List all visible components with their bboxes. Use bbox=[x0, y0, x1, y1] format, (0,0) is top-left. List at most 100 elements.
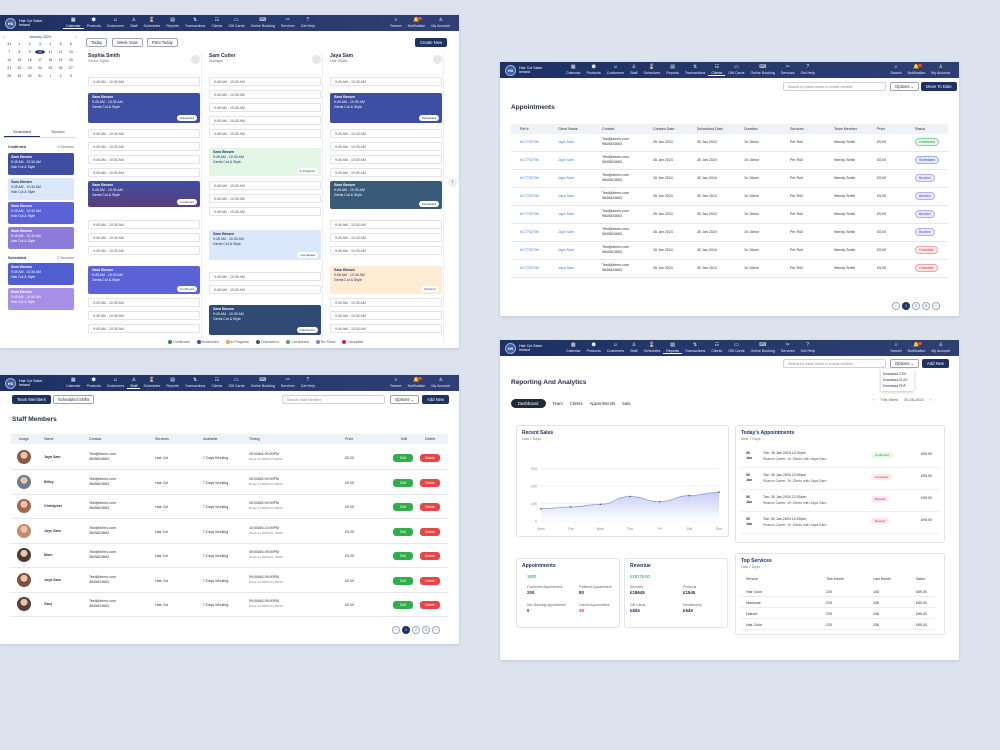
time-slot[interactable]: 9:45 AM - 10:30 AM bbox=[88, 168, 200, 177]
nav-schedules[interactable]: ⌛ Schedules bbox=[640, 342, 663, 354]
time-slot[interactable]: 9:45 AM - 10:30 AM bbox=[88, 311, 200, 320]
time-slot[interactable]: 9:45 AM - 10:30 AM bbox=[88, 246, 200, 255]
next-month-icon[interactable]: › bbox=[74, 35, 76, 39]
tab-scheduled[interactable]: Scheduled bbox=[4, 130, 40, 137]
calendar-day[interactable]: 28 bbox=[7, 74, 12, 78]
prev-page-icon[interactable]: ‹ bbox=[892, 302, 900, 310]
staff-name[interactable]: Jaya Sam bbox=[44, 455, 61, 459]
range-date[interactable]: 30-08-2024 bbox=[904, 398, 924, 402]
sales-point[interactable] bbox=[658, 500, 661, 503]
ref-cell[interactable]: #C7752798 bbox=[520, 158, 539, 162]
scroll-right-icon[interactable]: › bbox=[448, 178, 457, 187]
ref-cell[interactable]: #C7752798 bbox=[520, 194, 539, 198]
page-button[interactable]: 3 bbox=[922, 302, 930, 310]
time-slot[interactable]: 9:45 AM - 10:30 AM bbox=[330, 142, 442, 151]
calendar-day[interactable]: 17 bbox=[38, 58, 42, 62]
time-slot[interactable]: 9:45 AM - 10:30 AM bbox=[88, 142, 200, 151]
calendar-day[interactable]: 2 bbox=[28, 42, 31, 46]
brand-logo[interactable]: HS Hair Cut Salon Ireland bbox=[505, 64, 563, 76]
calendar-day[interactable]: 2 bbox=[59, 74, 62, 78]
nav-get-help[interactable]: ? Get Help bbox=[798, 342, 818, 354]
side-appointment[interactable]: Sam Brown 9:45 AM - 10:30 AM Hair Cut & St… bbox=[8, 202, 74, 224]
sales-point[interactable] bbox=[718, 491, 720, 494]
ref-cell[interactable]: #C7752798 bbox=[520, 230, 539, 234]
staff-name[interactable]: Billey bbox=[44, 479, 54, 484]
staff-name[interactable]: Joya Sam bbox=[44, 577, 61, 582]
time-slot[interactable]: 9:45 AM - 10:30 AM bbox=[330, 233, 442, 242]
calendar-day[interactable]: 21 bbox=[7, 66, 12, 70]
calendar-day[interactable]: 4 bbox=[49, 42, 52, 46]
nav-transactions[interactable]: ⇅ Transactions bbox=[682, 64, 708, 76]
time-slot[interactable]: 9:45 AM - 10:30 AM bbox=[209, 116, 321, 125]
calendar-day[interactable]: 24 bbox=[38, 66, 42, 70]
client-cell[interactable]: Jaya Sam bbox=[558, 176, 574, 180]
nav-gift-cards[interactable]: ▭ Gift Cards bbox=[725, 342, 747, 354]
nav-products[interactable]: ⬢ Products bbox=[584, 342, 604, 354]
sales-point[interactable] bbox=[629, 495, 631, 498]
calendar-day[interactable]: 1 bbox=[18, 42, 21, 46]
today-appointment-row[interactable]: 30 Jan Tue, 30 Jan 2024 12:00pm Sharon Cart… bbox=[741, 514, 939, 534]
time-slot[interactable]: 9:45 AM - 10:30 AM bbox=[209, 90, 321, 99]
page-button[interactable]: 2 bbox=[412, 626, 420, 634]
nav-my-account[interactable]: ♙ My Account bbox=[928, 65, 953, 76]
nav-services[interactable]: ✂ Services bbox=[778, 342, 798, 354]
appointment-block[interactable]: Sam Brown 9:45 AM - 10:30 AM Gents Cut & S… bbox=[330, 266, 442, 294]
nav-my-account[interactable]: ♙ My Account bbox=[928, 343, 953, 354]
appointment-block[interactable]: Sam Brown 9:45 AM - 10:30 AM Gents Cut & S… bbox=[330, 93, 442, 123]
nav-online-booking[interactable]: ⌨ Online Booking bbox=[248, 17, 278, 29]
appointment-block[interactable]: Sam Brown 9:45 AM - 10:30 AM Gents Cut & S… bbox=[330, 181, 442, 209]
calendar-day[interactable]: 1 bbox=[49, 74, 52, 78]
edit-button[interactable]: Edit bbox=[393, 454, 413, 462]
calendar-day[interactable]: 30 bbox=[27, 74, 32, 78]
table-row[interactable]: #C7752798 Jaya Sam Test@demo.com 9845824663… bbox=[511, 242, 948, 260]
client-cell[interactable]: Jaya Sam bbox=[558, 158, 574, 162]
prev-month-icon[interactable]: ‹ bbox=[4, 35, 6, 39]
ref-cell[interactable]: #C7752798 bbox=[520, 248, 539, 252]
sales-point[interactable] bbox=[599, 503, 602, 506]
nav-products[interactable]: ⬢ Products bbox=[84, 377, 104, 389]
nav-search[interactable]: ⌕ Search bbox=[387, 378, 404, 389]
calendar-day[interactable]: 25 bbox=[48, 66, 53, 70]
calendar-day[interactable]: 10 bbox=[34, 50, 46, 54]
nav-services[interactable]: ✂ Services bbox=[778, 64, 798, 76]
table-row[interactable]: #C7752798 Jaya Sam Test@demo.com 9845824663… bbox=[511, 206, 948, 224]
time-slot[interactable]: 9:45 AM - 10:30 AM bbox=[330, 311, 442, 320]
nav-customers[interactable]: ☺ Customers bbox=[104, 17, 127, 29]
edit-button[interactable]: Edit bbox=[393, 503, 413, 511]
nav-staff[interactable]: ♙ Staff bbox=[127, 377, 141, 389]
staff-name[interactable]: Gary bbox=[44, 602, 53, 606]
time-slot[interactable]: 9:45 AM - 10:30 AM bbox=[209, 77, 321, 86]
report-tab[interactable]: Clients bbox=[569, 401, 583, 406]
tab-scheduled-shifts[interactable]: Scheduled Shifts bbox=[53, 395, 95, 404]
side-appointment[interactable]: Sam Brown 9:45 AM - 10:30 AM Hair Cut & St… bbox=[8, 263, 74, 285]
time-slot[interactable]: 9:45 AM - 10:30 AM bbox=[330, 129, 442, 138]
create-new-button[interactable]: Create New bbox=[415, 38, 448, 47]
nav-search[interactable]: ⌕ Search bbox=[887, 343, 904, 354]
client-cell[interactable]: Jaya Sam bbox=[558, 248, 574, 252]
edit-button[interactable]: Edit bbox=[393, 552, 413, 560]
nav-customers[interactable]: ☺ Customers bbox=[604, 64, 627, 76]
calendar-day[interactable]: 31 bbox=[7, 42, 12, 46]
download-option[interactable]: Download PDF bbox=[883, 384, 906, 389]
today-button[interactable]: Today bbox=[86, 38, 108, 47]
calendar-day[interactable]: 26 bbox=[58, 66, 63, 70]
side-appointment[interactable]: Sam Brown 9:45 AM - 10:30 AM Hair Cut & St… bbox=[8, 227, 74, 249]
nav-transactions[interactable]: ⇅ Transactions bbox=[182, 377, 208, 389]
brand-logo[interactable]: HS Hair Cut Salon Ireland bbox=[5, 377, 63, 389]
delete-button[interactable]: Delete bbox=[420, 454, 440, 462]
nav-transactions[interactable]: ⇅ Transactions bbox=[182, 17, 208, 29]
calendar-day[interactable]: 6 bbox=[69, 42, 72, 46]
calendar-day[interactable]: 3 bbox=[69, 74, 72, 78]
calendar-day[interactable]: 9 bbox=[28, 50, 31, 54]
options-dropdown[interactable]: Options ⌄ bbox=[890, 82, 920, 91]
delete-button[interactable]: Delete bbox=[420, 503, 440, 511]
nav-clients[interactable]: ☷ Clients bbox=[708, 342, 725, 354]
nav-get-help[interactable]: ? Get Help bbox=[798, 64, 818, 76]
calendar-day[interactable]: 12 bbox=[58, 50, 63, 54]
time-slot[interactable]: 9:45 AM - 10:30 AM bbox=[88, 324, 200, 333]
appointment-block[interactable]: Sam Brown 9:45 AM - 10:30 AM Gents Cut & S… bbox=[209, 305, 321, 335]
appointment-block[interactable]: Sam Brown 9:45 AM - 10:30 AM Gents Cut & S… bbox=[88, 266, 200, 294]
sales-point[interactable] bbox=[540, 507, 542, 510]
table-row[interactable]: #C7752798 Jaya Sam Test@demo.com 9845824663… bbox=[511, 170, 948, 188]
prev-page-icon[interactable]: ‹ bbox=[392, 626, 400, 634]
